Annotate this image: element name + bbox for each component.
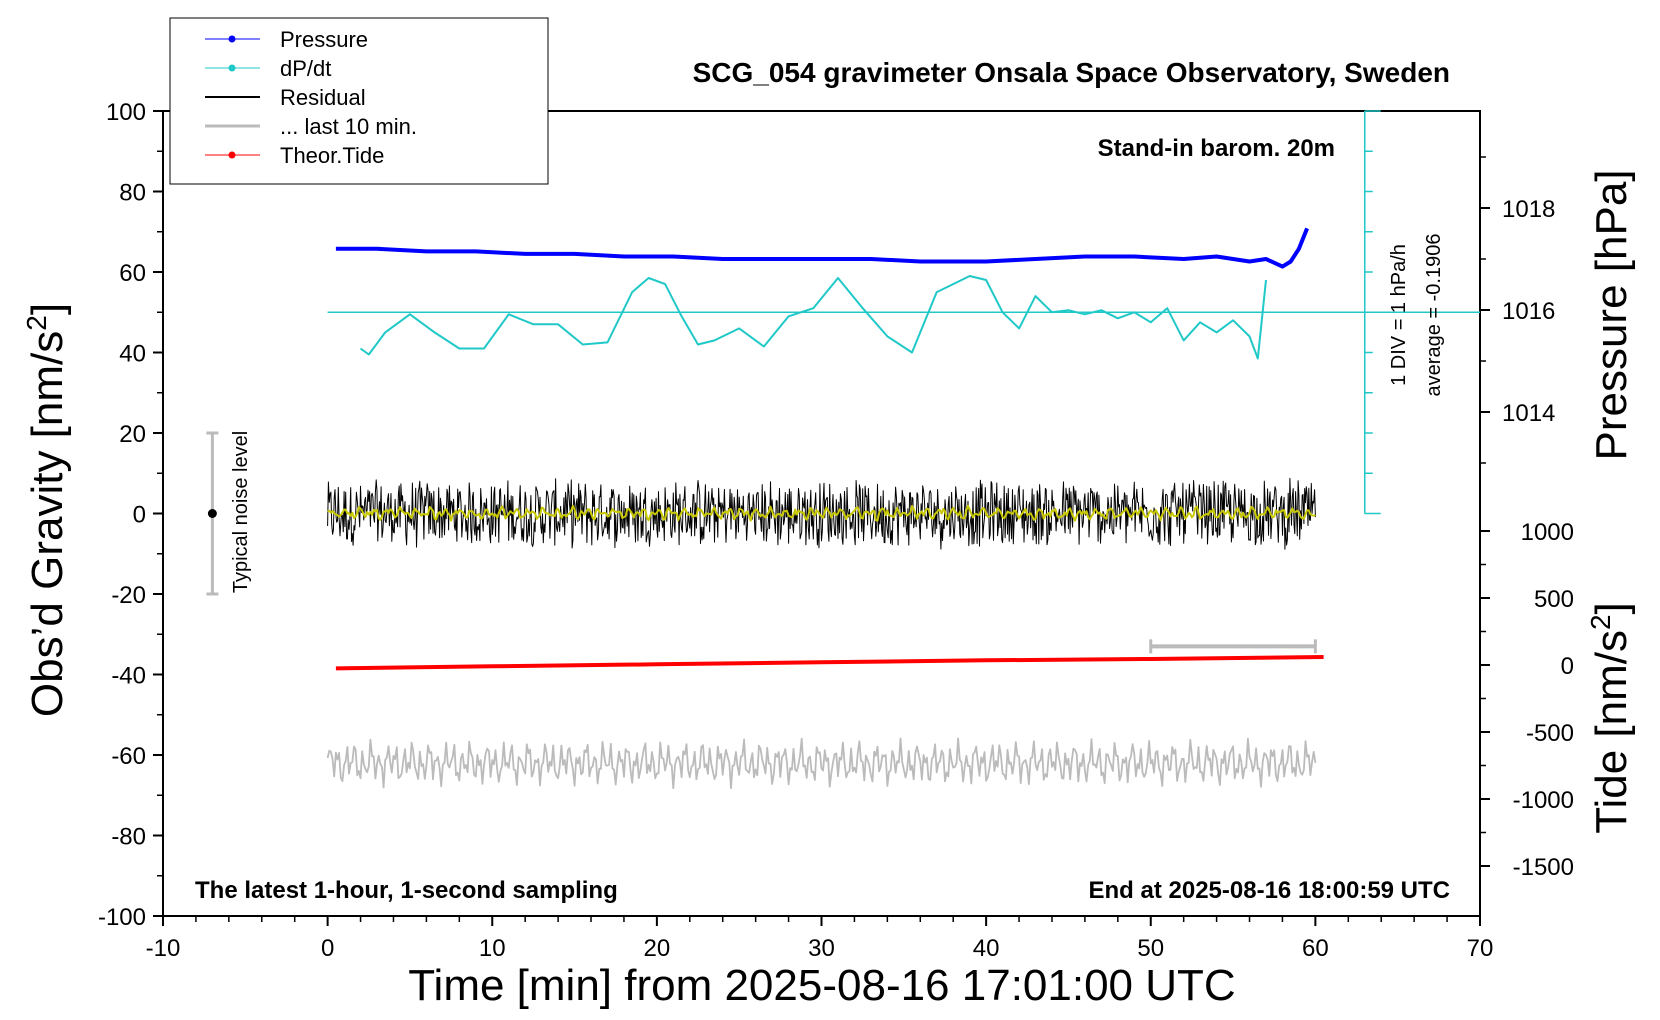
residual-line [327,477,1316,550]
tide-tick-label: -500 [1526,720,1574,747]
dp-dt-line [359,275,1267,360]
legend: Pressure dP/dt Residual ... last 10 min. The… [169,17,549,185]
residual-smoothed-line [327,504,1316,522]
pressure-tick-label: 1014 [1502,400,1555,427]
y-tick-label: 80 [119,180,146,207]
noise-note: Typical noise level [230,431,252,593]
x-tick-label: -10 [146,935,181,962]
noise-center-dot [207,509,217,518]
left-y-axis: 100 80 60 40 20 0 -20 -40 -60 -80 -100 [98,99,163,931]
tide-tick-label: 500 [1534,586,1574,613]
tide-tick-label: -1500 [1513,854,1574,881]
tide-axis-title: Tide [nm/s2] [1585,602,1636,834]
legend-label: Theor.Tide [280,143,384,168]
theor-tide-line [335,655,1324,671]
x-tick-label: 50 [1137,935,1164,962]
y-tick-label: -40 [111,663,146,690]
legend-label: dP/dt [280,56,331,81]
pressure-axis: 1018 1016 1014 [1480,156,1555,464]
x-tick-label: 70 [1467,935,1494,962]
pressure-axis-title: Pressure [hPa] [1587,169,1636,460]
noise-level-bar [206,431,219,596]
pressure-tick-label: 1018 [1502,196,1555,223]
x-tick-label: 60 [1302,935,1329,962]
chart-title: SCG_054 gravimeter Onsala Space Observat… [693,57,1450,88]
x-axis-title: Time [min] from 2025-08-16 17:01:00 UTC [408,961,1235,1010]
tide-tick-label: 0 [1561,653,1574,680]
latest-note: The latest 1-hour, 1-second sampling [195,877,618,904]
x-tick-label: 10 [479,935,506,962]
y-tick-label: -60 [111,743,146,770]
y-tick-label: 60 [119,260,146,287]
tide-tick-label: 1000 [1521,519,1574,546]
legend-swatch-marker [228,35,236,43]
dpdt-scale-bar [1364,110,1381,515]
x-tick-label: 30 [808,935,835,962]
legend-label: ... last 10 min. [280,114,417,139]
y-tick-label: -80 [111,824,146,851]
y-tick-label: 0 [133,502,146,529]
div-note: 1 DIV = 1 hPa/h [1388,244,1410,386]
y-tick-label: -20 [111,582,146,609]
tide-tick-label: -1000 [1513,787,1574,814]
tide-axis: 1000 500 0 -500 -1000 -1500 [1480,519,1574,881]
last-10-min-line [326,737,1317,790]
end-note: End at 2025-08-16 18:00:59 UTC [1089,877,1451,904]
x-tick-label: 20 [644,935,671,962]
average-note: average = -0.1906 [1423,234,1445,397]
x-axis: -10 0 10 20 30 40 50 60 70 [146,916,1494,962]
legend-label: Pressure [280,27,368,52]
standin-note: Stand-in barom. 20m [1098,135,1335,162]
y-tick-label: 100 [106,99,146,126]
pressure-line [335,227,1309,269]
x-tick-label: 40 [973,935,1000,962]
legend-label: Residual [280,85,366,110]
x-tick-label: 0 [321,935,334,962]
y-tick-label: -100 [98,904,146,931]
left-y-axis-title: Obs’d Gravity [nm/s2] [21,303,72,717]
pressure-tick-label: 1016 [1502,298,1555,325]
y-tick-label: 40 [119,341,146,368]
legend-swatch-marker [228,151,236,159]
y-tick-label: 20 [119,421,146,448]
legend-swatch-marker [228,64,236,72]
data-series [326,227,1324,790]
